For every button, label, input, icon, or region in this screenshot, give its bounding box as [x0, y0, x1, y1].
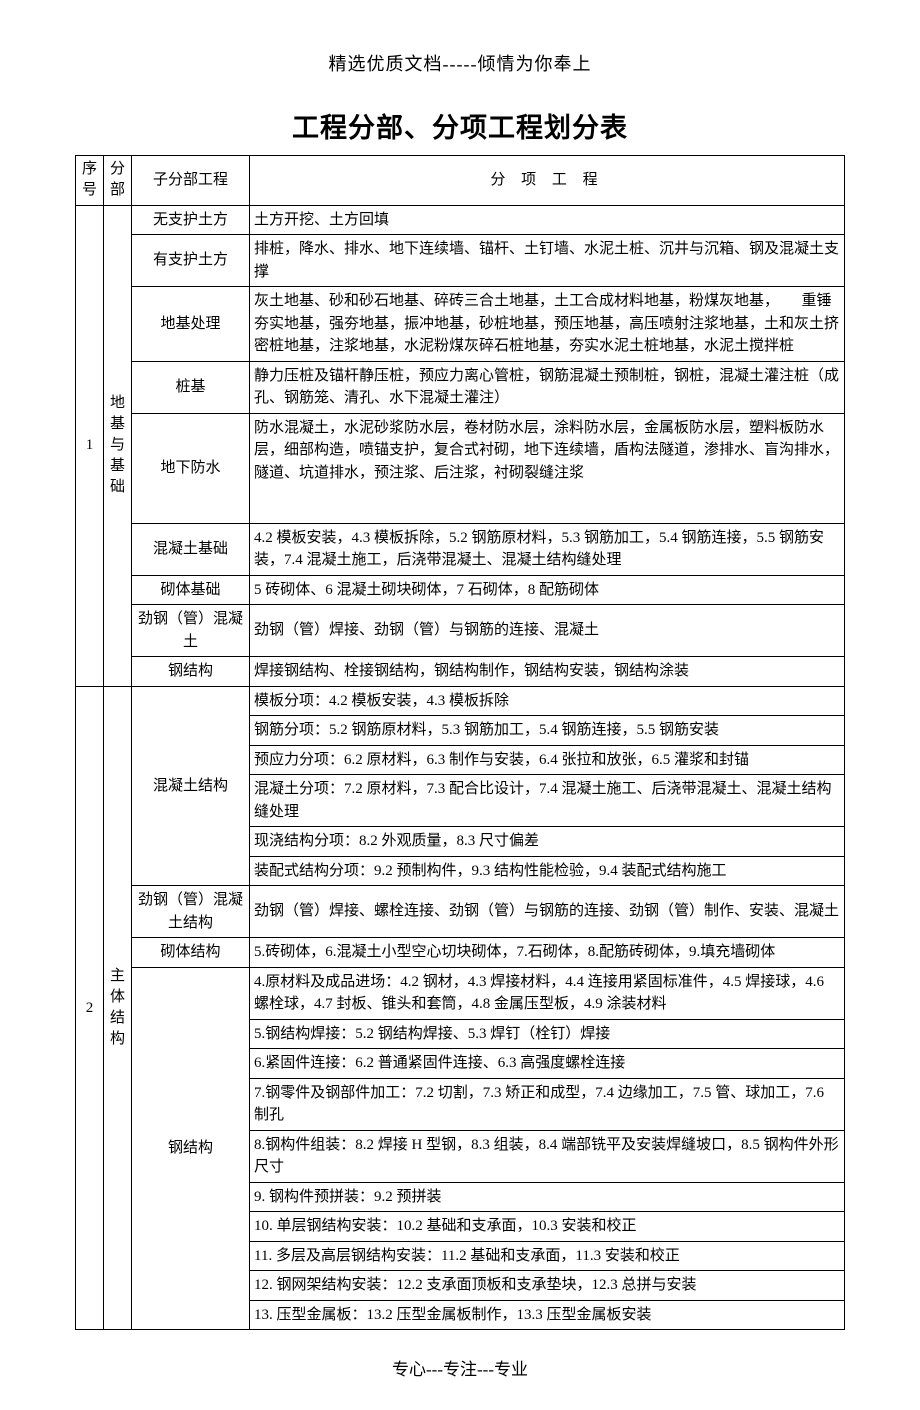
- item-cell: 4.原材料及成品进场：4.2 钢材，4.3 焊接材料，4.4 连接用紧固标准件，…: [250, 967, 845, 1019]
- table-row: 有支护土方排桩，降水、排水、地下连续墙、锚杆、土钉墙、水泥土桩、沉井与沉箱、钢及…: [76, 235, 845, 287]
- table-row: 劲钢（管）混凝土结构劲钢（管）焊接、螺栓连接、劲钢（管）与钢筋的连接、劲钢（管）…: [76, 886, 845, 938]
- item-cell: 钢筋分项：5.2 钢筋原材料，5.3 钢筋加工，5.4 钢筋连接，5.5 钢筋安…: [250, 716, 845, 746]
- item-cell: 5.钢结构焊接：5.2 钢结构焊接、5.3 焊钉（栓钉）焊接: [250, 1019, 845, 1049]
- item-cell: 土方开挖、土方回填: [250, 205, 845, 235]
- division-table: 序号 分部 子分部工程 分 项 工 程 1地基与基础无支护土方土方开挖、土方回填…: [75, 155, 845, 1330]
- col-seq-header: 序号: [81, 159, 98, 201]
- col-division-header: 分部: [109, 159, 126, 201]
- sub-division-cell: 混凝土基础: [132, 523, 250, 575]
- footer-decoration: 专心---专注---专业: [0, 1355, 920, 1380]
- item-cell: 防水混凝土，水泥砂浆防水层，卷材防水层，涂料防水层，金属板防水层，塑料板防水层，…: [250, 413, 845, 523]
- item-cell: 10. 单层钢结构安装：10.2 基础和支承面，10.3 安装和校正: [250, 1212, 845, 1242]
- item-cell: 5.砖砌体，6.混凝土小型空心切块砌体，7.石砌体，8.配筋砖砌体，9.填充墙砌…: [250, 938, 845, 968]
- sub-division-cell: 劲钢（管）混凝土: [132, 605, 250, 657]
- item-cell: 12. 钢网架结构安装：12.2 支承面顶板和支承垫块，12.3 总拼与安装: [250, 1271, 845, 1301]
- col-sub-header: 子分部工程: [132, 156, 250, 206]
- item-cell: 4.2 模板安装，4.3 模板拆除，5.2 钢筋原材料，5.3 钢筋加工，5.4…: [250, 523, 845, 575]
- item-cell: 模板分项：4.2 模板安装，4.3 模板拆除: [250, 686, 845, 716]
- table-row: 钢结构焊接钢结构、栓接钢结构，钢结构制作，钢结构安装，钢结构涂装: [76, 657, 845, 687]
- sub-division-cell: 钢结构: [132, 657, 250, 687]
- item-cell: 劲钢（管）焊接、劲钢（管）与钢筋的连接、混凝土: [250, 605, 845, 657]
- seq-cell: 1: [76, 205, 104, 686]
- table-row: 地基处理灰土地基、砂和砂石地基、碎砖三合土地基，土工合成材料地基，粉煤灰地基， …: [76, 287, 845, 362]
- division-cell: 主体结构: [104, 686, 132, 1330]
- col-item-header: 分 项 工 程: [250, 156, 845, 206]
- sub-division-cell: 混凝土结构: [132, 686, 250, 886]
- sub-division-cell: 砌体结构: [132, 938, 250, 968]
- page-title: 工程分部、分项工程划分表: [0, 106, 920, 145]
- division-cell: 地基与基础: [104, 205, 132, 686]
- sub-division-cell: 有支护土方: [132, 235, 250, 287]
- item-cell: 9. 钢构件预拼装：9.2 预拼装: [250, 1182, 845, 1212]
- table-row: 劲钢（管）混凝土劲钢（管）焊接、劲钢（管）与钢筋的连接、混凝土: [76, 605, 845, 657]
- item-cell: 8.钢构件组装：8.2 焊接 H 型钢，8.3 组装，8.4 端部铣平及安装焊缝…: [250, 1130, 845, 1182]
- item-cell: 静力压桩及锚杆静压桩，预应力离心管桩，钢筋混凝土预制桩，钢桩，混凝土灌注桩（成孔…: [250, 361, 845, 413]
- table-row: 砌体结构5.砖砌体，6.混凝土小型空心切块砌体，7.石砌体，8.配筋砖砌体，9.…: [76, 938, 845, 968]
- item-cell: 混凝土分项：7.2 原材料，7.3 配合比设计，7.4 混凝土施工、后浇带混凝土…: [250, 775, 845, 827]
- sub-division-cell: 桩基: [132, 361, 250, 413]
- sub-division-cell: 无支护土方: [132, 205, 250, 235]
- item-cell: 装配式结构分项：9.2 预制构件，9.3 结构性能检验，9.4 装配式结构施工: [250, 856, 845, 886]
- seq-cell: 2: [76, 686, 104, 1330]
- table-row: 桩基静力压桩及锚杆静压桩，预应力离心管桩，钢筋混凝土预制桩，钢桩，混凝土灌注桩（…: [76, 361, 845, 413]
- table-row: 1地基与基础无支护土方土方开挖、土方回填: [76, 205, 845, 235]
- table-row: 混凝土基础4.2 模板安装，4.3 模板拆除，5.2 钢筋原材料，5.3 钢筋加…: [76, 523, 845, 575]
- header-decoration: 精选优质文档-----倾情为你奉上: [0, 50, 920, 76]
- sub-division-cell: 地基处理: [132, 287, 250, 362]
- sub-division-cell: 钢结构: [132, 967, 250, 1330]
- item-cell: 5 砖砌体、6 混凝土砌块砌体，7 石砌体，8 配筋砌体: [250, 575, 845, 605]
- table-header-row: 序号 分部 子分部工程 分 项 工 程: [76, 156, 845, 206]
- item-cell: 劲钢（管）焊接、螺栓连接、劲钢（管）与钢筋的连接、劲钢（管）制作、安装、混凝土: [250, 886, 845, 938]
- item-cell: 6.紧固件连接：6.2 普通紧固件连接、6.3 高强度螺栓连接: [250, 1049, 845, 1079]
- item-cell: 预应力分项：6.2 原材料，6.3 制作与安装，6.4 张拉和放张，6.5 灌浆…: [250, 745, 845, 775]
- table-row: 钢结构4.原材料及成品进场：4.2 钢材，4.3 焊接材料，4.4 连接用紧固标…: [76, 967, 845, 1019]
- item-cell: 排桩，降水、排水、地下连续墙、锚杆、土钉墙、水泥土桩、沉井与沉箱、钢及混凝土支撑: [250, 235, 845, 287]
- sub-division-cell: 劲钢（管）混凝土结构: [132, 886, 250, 938]
- table-row: 2主体结构混凝土结构模板分项：4.2 模板安装，4.3 模板拆除: [76, 686, 845, 716]
- item-cell: 焊接钢结构、栓接钢结构，钢结构制作，钢结构安装，钢结构涂装: [250, 657, 845, 687]
- item-cell: 7.钢零件及钢部件加工：7.2 切割，7.3 矫正和成型，7.4 边缘加工，7.…: [250, 1078, 845, 1130]
- item-cell: 13. 压型金属板：13.2 压型金属板制作，13.3 压型金属板安装: [250, 1300, 845, 1330]
- table-row: 地下防水防水混凝土，水泥砂浆防水层，卷材防水层，涂料防水层，金属板防水层，塑料板…: [76, 413, 845, 523]
- table-row: 砌体基础5 砖砌体、6 混凝土砌块砌体，7 石砌体，8 配筋砌体: [76, 575, 845, 605]
- item-cell: 现浇结构分项：8.2 外观质量，8.3 尺寸偏差: [250, 827, 845, 857]
- sub-division-cell: 砌体基础: [132, 575, 250, 605]
- item-cell: 灰土地基、砂和砂石地基、碎砖三合土地基，土工合成材料地基，粉煤灰地基， 重锤夯实…: [250, 287, 845, 362]
- item-cell: 11. 多层及高层钢结构安装：11.2 基础和支承面，11.3 安装和校正: [250, 1241, 845, 1271]
- sub-division-cell: 地下防水: [132, 413, 250, 523]
